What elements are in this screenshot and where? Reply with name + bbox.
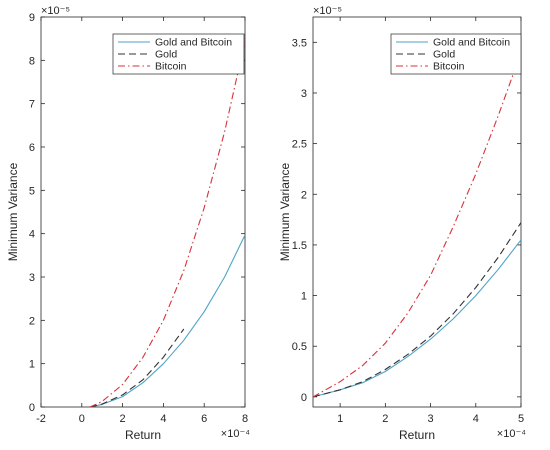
y-tick-label: 1.5 (292, 240, 307, 252)
x-exponent-label: ×10⁻⁴ (221, 428, 250, 440)
y-tick-label: 3 (301, 88, 307, 100)
legend-entry-label: Gold and Bitcoin (155, 37, 232, 49)
y-exponent-label: ×10⁻⁵ (41, 5, 70, 17)
legend-entry-label: Bitcoin (433, 61, 465, 73)
chart-panel-2: 1 2 3 4 5 0 0.5 1 1.5 2 2.5 3 3.5 ×10⁻⁵ ×10⁻⁴ Return Min… (278, 5, 526, 442)
y-tick-label: 0 (29, 402, 35, 414)
x-tick-label: 3 (428, 413, 434, 425)
x-exponent-label: ×10⁻⁴ (497, 428, 526, 440)
y-axis-label: Minimum Variance (6, 162, 20, 261)
y-tick-label: 0.5 (292, 341, 307, 353)
y-tick-label: 1 (301, 291, 307, 303)
y-tick-label: 3 (29, 272, 35, 284)
y-tick-label: 8 (29, 55, 35, 67)
series-line-bitcoin (313, 52, 521, 398)
x-tick-label: 2 (382, 413, 388, 425)
y-tick-label: 4 (29, 229, 35, 241)
x-tick-label: 0 (79, 413, 85, 425)
x-axis-label: Return (125, 428, 161, 442)
y-exponent-label: ×10⁻⁵ (313, 5, 342, 17)
y-tick-label: 2 (29, 315, 35, 327)
y-tick-label: 9 (29, 12, 35, 24)
axes-box (40, 16, 246, 408)
legend-entry-label: Bitcoin (155, 61, 187, 73)
series-line-bitcoin (89, 40, 245, 407)
x-tick-label: 2 (120, 413, 126, 425)
y-tick-label: 1 (29, 359, 35, 371)
axes-box (312, 16, 522, 408)
x-tick-label: 8 (242, 413, 248, 425)
y-tick-label: 7 (29, 99, 35, 111)
y-axis-label: Minimum Variance (278, 162, 292, 261)
y-tick-label: 2 (301, 189, 307, 201)
y-tick-label: 3.5 (292, 37, 307, 49)
y-tick-label: 2.5 (292, 139, 307, 151)
y-tick-label: 0 (301, 392, 307, 404)
y-tick-label: 5 (29, 185, 35, 197)
legend-entry-label: Gold (155, 49, 177, 61)
legend-entry-label: Gold (433, 49, 455, 61)
plot-area (313, 52, 521, 398)
x-tick-label: 4 (160, 413, 166, 425)
x-tick-label: 4 (473, 413, 479, 425)
series-line-gold-and-bitcoin (89, 234, 245, 407)
chart-panel-1: -2 0 2 4 6 80123456789×10⁻⁵×10⁻⁴ReturnMinimum… (6, 5, 250, 442)
x-tick-label: 6 (201, 413, 207, 425)
x-tick-label: -2 (36, 413, 46, 425)
series-line-gold (89, 328, 185, 407)
x-tick-label: 5 (518, 413, 524, 425)
y-tick-label: 6 (29, 142, 35, 154)
plot-area (89, 40, 245, 407)
x-axis-label: Return (399, 428, 435, 442)
legend-entry-label: Gold and Bitcoin (433, 37, 510, 49)
x-tick-label: 1 (337, 413, 343, 425)
